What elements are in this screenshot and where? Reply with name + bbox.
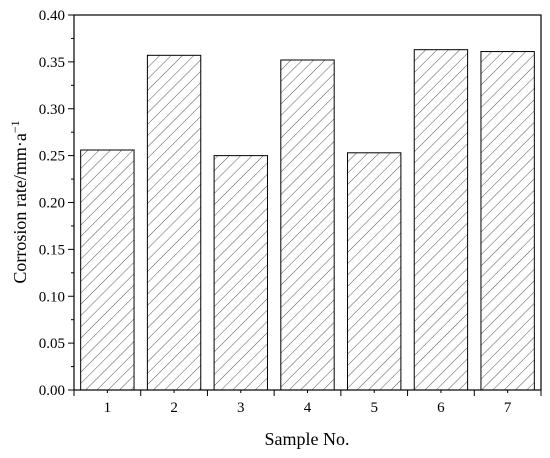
y-tick-label: 0.05: [39, 336, 65, 352]
y-tick-label: 0.15: [39, 242, 65, 258]
y-tick-label: 0.25: [39, 149, 65, 165]
plot-area: 0.00 0.05 0.10 0.15 0.20 0.25 0.30 0.35 0.40 1 2 3…: [39, 8, 542, 416]
x-tick-label: 7: [504, 400, 512, 416]
x-tick-label: 3: [237, 400, 245, 416]
bar-2: [146, 54, 202, 391]
y-tick-label: 0.30: [39, 102, 65, 118]
y-tick-label: 0.20: [39, 196, 65, 212]
x-axis-title: Sample No.: [265, 429, 350, 449]
bar-6: [413, 49, 469, 391]
bars-group: [80, 49, 535, 391]
y-tick-label: 0.10: [39, 289, 65, 305]
x-tick-label: 2: [170, 400, 178, 416]
y-tick-label: 0.00: [39, 383, 65, 399]
x-tick-label: 4: [304, 400, 312, 416]
bar-1: [80, 149, 135, 391]
y-axis-title-main: Corrosion rate/mm·a: [10, 133, 30, 283]
y-axis-title: Corrosion rate/mm·a−1: [8, 120, 30, 283]
bar-7: [480, 51, 535, 391]
x-tick-label: 6: [437, 400, 445, 416]
bar-3: [213, 155, 268, 391]
bar-5: [347, 152, 402, 391]
y-axis: 0.00 0.05 0.10 0.15 0.20 0.25 0.30 0.35 0.40: [39, 8, 74, 399]
y-axis-title-superscript: −1: [8, 120, 22, 133]
bar-4: [280, 59, 335, 391]
y-tick-label: 0.35: [39, 55, 65, 71]
x-axis: 1 2 3 4 5 6 7: [73, 390, 542, 416]
x-tick-label: 5: [370, 400, 378, 416]
x-tick-label: 1: [104, 400, 112, 416]
y-tick-label: 0.40: [39, 8, 65, 24]
